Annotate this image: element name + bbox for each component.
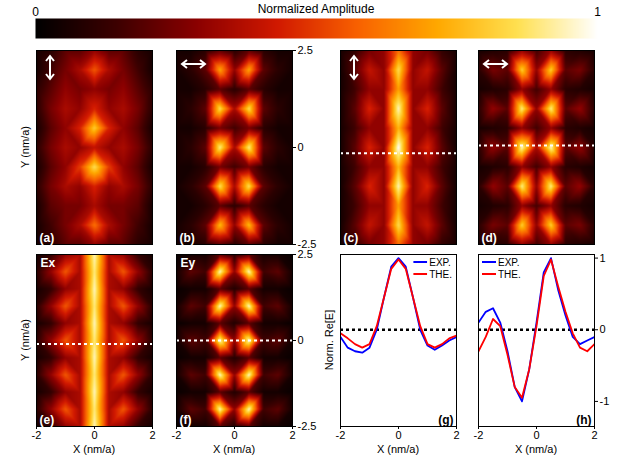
svg-text:-2: -2: [32, 429, 42, 441]
svg-text:0: 0: [231, 429, 237, 441]
svg-text:(a): (a): [40, 231, 55, 245]
html-text:EXP.: EXP.: [429, 257, 451, 268]
svg-text:1: 1: [600, 252, 606, 264]
html-text:Y (nm/a): Y (nm/a): [19, 319, 31, 361]
svg-text:-2: -2: [336, 429, 346, 441]
svg-text:0: 0: [600, 323, 606, 335]
svg-text:1: 1: [594, 5, 601, 19]
svg-text:(e): (e): [40, 413, 55, 427]
svg-text:2: 2: [149, 429, 155, 441]
svg-text:(h): (h): [576, 413, 591, 427]
svg-text:2: 2: [591, 429, 597, 441]
svg-text:0: 0: [298, 141, 304, 153]
svg-text:-2: -2: [172, 429, 182, 441]
html-text:THE.: THE.: [498, 269, 521, 280]
html-text:X (nm/a): X (nm/a): [376, 443, 420, 455]
svg-text:Ey: Ey: [181, 256, 196, 270]
svg-text:2.5: 2.5: [298, 248, 313, 260]
svg-text:(f): (f): [180, 413, 192, 427]
html-text:EXP.: EXP.: [498, 257, 520, 268]
svg-text:(c): (c): [344, 231, 359, 245]
svg-text:0: 0: [298, 334, 304, 346]
html-text:Norm. Re[E]: Norm. Re[E]: [323, 309, 335, 371]
html-text:X (nm/a): X (nm/a): [212, 443, 256, 455]
svg-text:(b): (b): [180, 231, 195, 245]
svg-text:-1: -1: [600, 395, 610, 407]
html-text:Y (nm/a): Y (nm/a): [19, 126, 31, 168]
svg-text:-2: -2: [474, 429, 484, 441]
svg-text:2: 2: [289, 429, 295, 441]
svg-text:0: 0: [32, 5, 39, 19]
svg-text:0: 0: [395, 429, 401, 441]
svg-text:-2.5: -2.5: [297, 238, 317, 250]
svg-text:2: 2: [453, 429, 459, 441]
svg-text:0: 0: [91, 429, 97, 441]
svg-text:0: 0: [533, 429, 539, 441]
html-text:Normalized Amplitude: Normalized Amplitude: [257, 2, 375, 16]
html-text:THE.: THE.: [429, 269, 452, 280]
svg-text:(g): (g): [438, 413, 453, 427]
svg-text:(d): (d): [482, 231, 497, 245]
svg-text:Ex: Ex: [41, 256, 56, 270]
svg-text:-2.5: -2.5: [298, 420, 317, 432]
html-text:X (nm/a): X (nm/a): [72, 443, 116, 455]
html-text:X (nm/a): X (nm/a): [514, 443, 558, 455]
svg-text:2.5: 2.5: [298, 44, 313, 56]
